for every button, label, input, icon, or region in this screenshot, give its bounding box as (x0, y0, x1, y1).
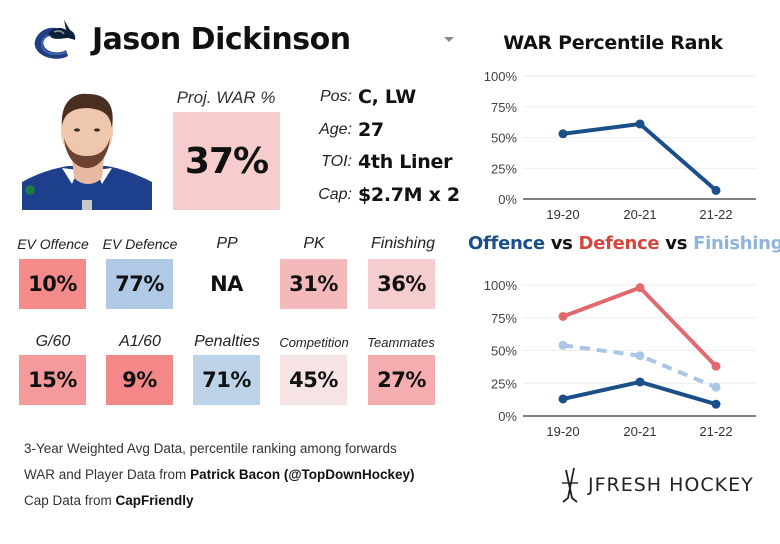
footer-credits: 3-Year Weighted Avg Data, percentile ran… (24, 436, 415, 514)
tile-ev-defence: 77% (106, 259, 173, 309)
info-row-position: Pos: C, LW (306, 83, 416, 111)
data-point-offence (635, 377, 645, 387)
x-tick-label: 20-21 (623, 207, 656, 222)
title-finishing: Finishing (693, 233, 780, 254)
x-tick-label: 19-20 (546, 207, 579, 222)
data-point-defence (711, 361, 721, 371)
tile-pk: 31% (280, 259, 347, 309)
crossed-sticks-icon (562, 467, 578, 503)
title-offence: Offence (468, 233, 545, 254)
tile-pp: NA (193, 259, 260, 309)
data-point-finishing (635, 351, 645, 361)
title-defence: Defence (578, 233, 660, 254)
y-tick-label: 0% (498, 192, 517, 207)
info-row-age: Age: 27 (306, 116, 384, 144)
y-tick-label: 50% (491, 344, 517, 359)
comparison-chart-title: Offence vs Defence vs Finishing (468, 233, 780, 254)
war-chart-title: WAR Percentile Rank (503, 32, 723, 54)
y-tick-label: 25% (491, 376, 517, 391)
info-row-toi: TOI: 4th Liner (306, 148, 452, 176)
footer-line-war-source: WAR and Player Data from Patrick Bacon (… (24, 462, 415, 488)
war-percentile-chart: 0% 25% 50% 75% 100% 19-20 20-21 21-22 (484, 69, 756, 222)
offence-defence-finishing-chart: 0% 25% 50% 75% 100% 19-20 20-21 21-22 (484, 278, 756, 439)
data-point-war (711, 185, 721, 195)
x-tick-label: 20-21 (623, 424, 656, 439)
info-label: TOI: (321, 153, 352, 170)
tile-label-ev-defence: EV Defence (102, 236, 178, 252)
y-tick-label: 100% (484, 69, 518, 84)
info-value: 27 (358, 119, 384, 141)
tile-label-pk: PK (303, 235, 325, 252)
info-value: $2.7M x 2 (358, 184, 460, 206)
data-point-offence (711, 399, 721, 409)
info-label: Pos: (319, 88, 352, 105)
footer-text: Cap Data from (24, 493, 116, 508)
title-vs: vs (544, 233, 579, 254)
footer-line-cap-source: Cap Data from CapFriendly (24, 488, 415, 514)
footer-source-capfriendly: CapFriendly (115, 493, 194, 508)
info-value: C, LW (358, 86, 416, 108)
x-tick-label: 21-22 (699, 424, 732, 439)
y-tick-label: 0% (498, 409, 517, 424)
y-tick-label: 75% (491, 100, 517, 115)
data-point-finishing (558, 340, 568, 350)
y-tick-label: 75% (491, 311, 517, 326)
player-name: Jason Dickinson (92, 22, 351, 57)
tile-label-pp: PP (216, 235, 238, 252)
y-tick-label: 50% (491, 131, 517, 146)
tile-label-competition: Competition (279, 335, 349, 350)
player-dropdown-chevron-icon[interactable] (444, 37, 454, 42)
info-row-cap: Cap: $2.7M x 2 (306, 181, 460, 209)
footer-line-method: 3-Year Weighted Avg Data, percentile ran… (24, 441, 397, 456)
tile-g60: 15% (19, 355, 86, 405)
data-point-defence (635, 283, 645, 293)
tile-ev-offence: 10% (19, 259, 86, 309)
tile-label-teammates: Teammates (367, 335, 435, 350)
x-tick-label: 19-20 (546, 424, 579, 439)
x-tick-label: 21-22 (699, 207, 732, 222)
data-point-defence (558, 311, 568, 321)
tile-label-finishing: Finishing (370, 235, 436, 252)
brand-text: JFRESH HOCKEY (588, 474, 754, 496)
tile-finishing: 36% (368, 259, 435, 309)
title-vs: vs (659, 233, 694, 254)
data-point-war (635, 119, 645, 129)
info-label: Cap: (318, 186, 352, 203)
tile-penalties: 71% (193, 355, 260, 405)
info-value: 4th Liner (358, 151, 453, 173)
info-label: Age: (319, 121, 352, 138)
tile-competition: 45% (280, 355, 347, 405)
tile-a160: 9% (106, 355, 173, 405)
jfresh-hockey-brand: JFRESH HOCKEY (560, 466, 754, 504)
y-tick-label: 25% (491, 161, 517, 176)
tile-label-penalties: Penalties (194, 333, 260, 350)
player-photo (22, 86, 152, 210)
team-logo (30, 16, 80, 64)
data-point-offence (558, 394, 568, 404)
proj-war-label: Proj. WAR % (176, 88, 276, 107)
footer-source-patrick-bacon: Patrick Bacon (@TopDownHockey) (190, 467, 415, 482)
data-point-war (558, 129, 568, 139)
tile-label-a160: A1/60 (119, 333, 161, 350)
footer-text: WAR and Player Data from (24, 467, 191, 482)
series-line-war (562, 121, 718, 192)
proj-war-value: 37% (173, 112, 280, 210)
y-tick-label: 100% (484, 278, 518, 293)
data-point-finishing (711, 382, 721, 392)
tile-label-ev-offence: EV Offence (17, 236, 89, 252)
tile-label-g60: G/60 (35, 333, 71, 350)
tile-teammates: 27% (368, 355, 435, 405)
